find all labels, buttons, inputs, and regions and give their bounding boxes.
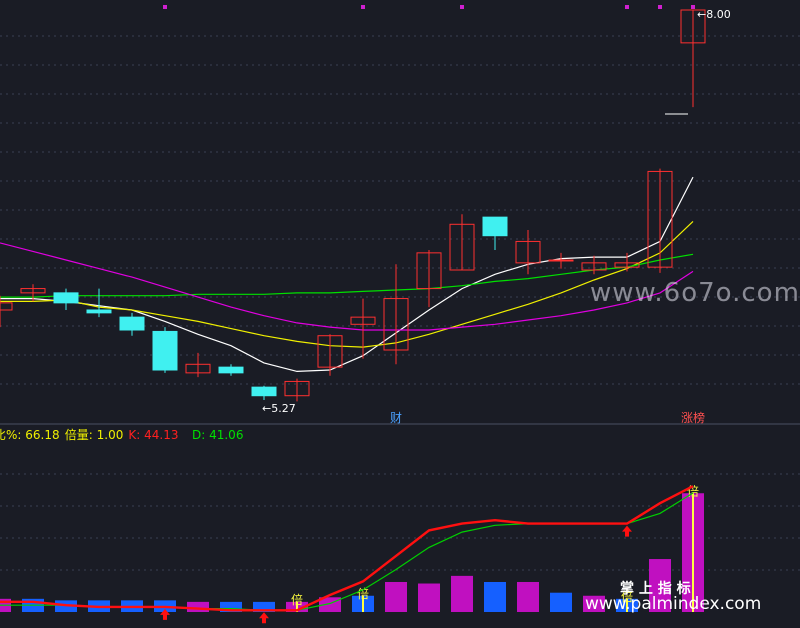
watermark-corner-url: www.palmindex.com	[585, 594, 762, 614]
candle-body	[0, 302, 13, 311]
volume-bar	[451, 575, 473, 612]
indicator-legend: 倍量: 1.00	[65, 427, 124, 442]
ma-line	[0, 176, 694, 373]
watermark-mid: www.6o7o.com	[590, 278, 800, 308]
volume-bar	[550, 592, 572, 612]
up-arrow	[622, 525, 632, 537]
indicator-legend: 比%: 66.18	[0, 428, 60, 442]
candle-body	[86, 309, 112, 314]
volume-bar	[220, 601, 242, 612]
up-arrow	[259, 612, 269, 624]
d-line	[0, 492, 694, 611]
ma-line	[0, 220, 694, 348]
legend-dot	[163, 5, 167, 9]
candle-body	[317, 335, 343, 368]
candle-body	[350, 316, 376, 325]
candle-body	[185, 363, 211, 374]
candle-body	[482, 216, 508, 237]
indicator-legend: K: 44.13	[128, 428, 178, 442]
bei-label: 倍	[291, 592, 303, 607]
up-arrow	[160, 608, 170, 620]
candle-body	[548, 259, 574, 262]
legend-dot	[361, 5, 365, 9]
legend-dot	[691, 5, 695, 9]
legend-dot	[625, 5, 629, 9]
candle-body	[152, 330, 178, 371]
candle-body	[581, 262, 607, 271]
candle-body	[20, 288, 46, 294]
ma-line	[0, 242, 694, 331]
candle-body	[218, 366, 244, 374]
candle-body	[515, 240, 541, 264]
candle-body	[119, 316, 145, 331]
candle-body	[284, 380, 310, 397]
bei-label: 倍	[357, 586, 369, 601]
candle-body	[680, 9, 706, 44]
legend-dot	[460, 5, 464, 9]
candle-body	[614, 262, 640, 268]
indicator-legend: D: 41.06	[192, 428, 243, 442]
candle-body	[647, 170, 673, 268]
volume-bar	[583, 595, 605, 612]
legend-dot	[658, 5, 662, 9]
volume-bar	[649, 559, 671, 612]
ma-line	[0, 253, 694, 298]
price-panel: ←5.27 ←8.00 财 涨榜	[0, 5, 731, 425]
volume-bar	[187, 601, 209, 612]
k-line	[0, 485, 694, 612]
volume-bar	[484, 581, 506, 612]
candle-body	[449, 223, 475, 271]
watermark-corner-cn: 掌 上 指 标	[620, 581, 691, 597]
event-marker: 涨榜	[681, 410, 705, 425]
price-annotation: ←8.00	[697, 8, 731, 21]
candle-body	[53, 292, 79, 304]
event-marker: 财	[390, 411, 402, 425]
candle-body	[251, 386, 277, 397]
volume-bar	[385, 581, 407, 612]
indicator-panel: 比%: 66.18 倍量: 1.00 K: 44.13 D: 41.06倍倍倍倍	[0, 427, 704, 624]
candle-body	[416, 252, 442, 290]
bei-label: 倍	[621, 589, 633, 604]
price-annotation: ←5.27	[262, 402, 296, 415]
volume-bar	[253, 601, 275, 612]
candle-body	[383, 298, 409, 351]
volume-bar	[517, 581, 539, 612]
volume-bar	[418, 583, 440, 612]
